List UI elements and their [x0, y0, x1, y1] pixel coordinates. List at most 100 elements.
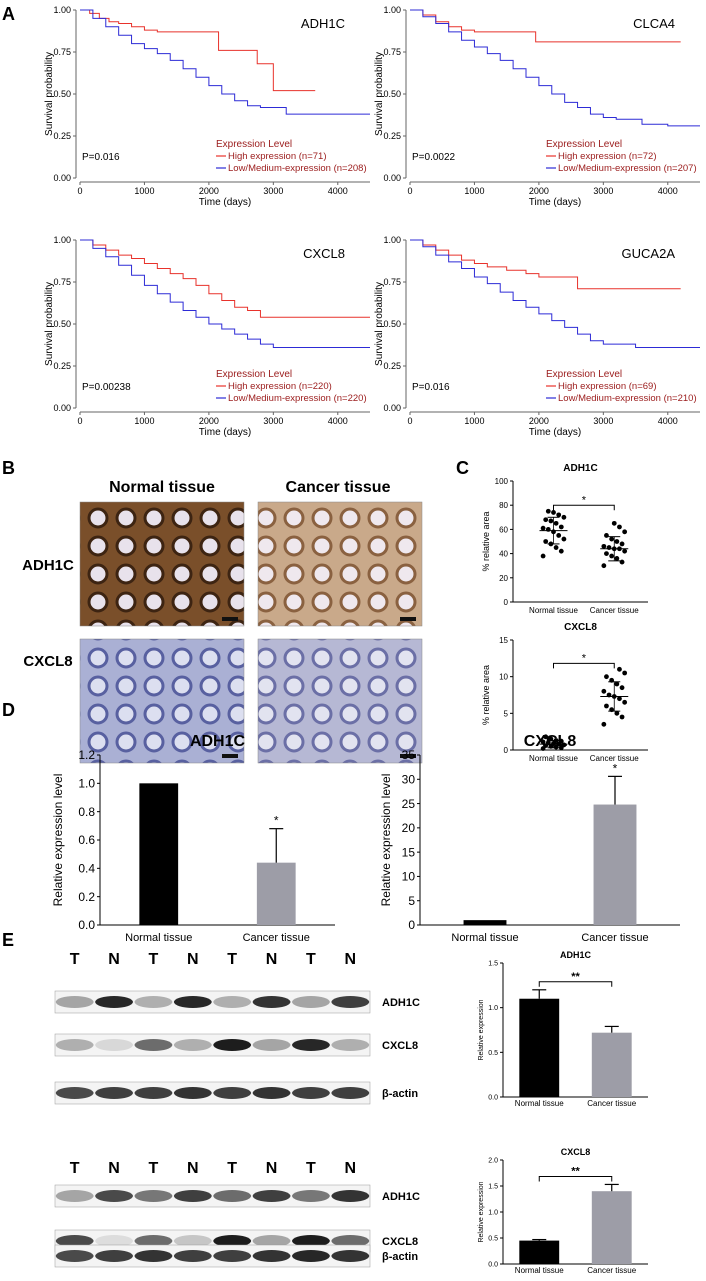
significance-bracket	[538, 981, 613, 987]
lane-label: T	[227, 951, 237, 968]
x-category-label: Cancer tissue	[587, 1266, 636, 1275]
y-tick-label: 1.00	[383, 5, 401, 15]
blot-band	[134, 996, 173, 1008]
y-tick-label: 0.75	[383, 277, 401, 287]
significance-bracket	[553, 662, 615, 669]
blot-strip	[54, 1184, 371, 1208]
band-label: CXCL8	[382, 1236, 418, 1248]
ihc-row-cxcl8: CXCL8	[23, 653, 72, 670]
y-tick-label: 25	[402, 797, 416, 811]
km-plot-guca2a: 0.00 0.25 0.50 0.75 1.00 0 1000 2000 3000 4000 Tim…	[374, 235, 700, 438]
blot-band	[213, 1087, 252, 1099]
data-point	[609, 536, 615, 542]
ihc-image-cancer-adh1c	[257, 501, 423, 627]
y-tick-label: 0.6	[78, 833, 95, 847]
blot-background	[54, 990, 371, 1014]
ihc-panel: Normal tissue Cancer tissue ADH1C CXCL8	[22, 479, 423, 764]
lane-label: T	[306, 951, 316, 968]
km-gene-title: CXCL8	[303, 246, 345, 261]
blot-band	[134, 1039, 173, 1051]
y-axis-label: Survival probability	[374, 282, 385, 366]
ihc-image-cancer-cxcl8	[257, 638, 423, 764]
data-point	[614, 556, 620, 561]
p-value: P=0.00238	[82, 382, 131, 393]
data-point	[604, 703, 609, 709]
x-category-label: Normal tissue	[515, 1266, 564, 1275]
y-tick-label: 0	[504, 598, 509, 607]
y-tick-label: 0.25	[383, 361, 401, 371]
km-curve-low	[410, 239, 700, 349]
y-tick-label: 1.5	[488, 1183, 498, 1190]
bar	[463, 920, 507, 925]
blot-band	[134, 1250, 173, 1262]
panel-letter-e: E	[2, 930, 14, 950]
data-point	[548, 518, 554, 524]
significance-bracket	[553, 504, 615, 511]
y-tick-label: 0.0	[78, 918, 95, 932]
blot-band	[331, 996, 370, 1008]
blot-background	[54, 1081, 371, 1105]
blot-band	[95, 1087, 133, 1099]
x-tick-label: 4000	[658, 186, 678, 196]
data-point	[614, 681, 620, 687]
blot-strip	[54, 990, 371, 1014]
blot-band	[213, 1250, 252, 1262]
blot-band	[292, 996, 330, 1008]
blot-background	[54, 1033, 371, 1057]
data-point	[543, 517, 549, 523]
blot-band	[55, 1235, 94, 1247]
y-tick-label: 0	[408, 918, 415, 932]
x-tick-label: 0	[407, 416, 412, 426]
blot-band	[252, 1190, 291, 1202]
data-point	[609, 553, 615, 559]
km-curve-high	[80, 9, 316, 92]
legend-entry: High expression (n=71)	[228, 151, 326, 162]
y-tick-label: 40	[499, 550, 508, 559]
legend-entry: High expression (n=220)	[228, 381, 332, 392]
y-tick-label: 0.0	[488, 1261, 498, 1268]
y-tick-label: 0.0	[488, 1094, 498, 1101]
chart-title: CXCL8	[524, 733, 577, 750]
blot-background	[54, 1184, 371, 1208]
data-point	[604, 674, 609, 680]
y-tick-label: 20	[402, 821, 416, 835]
x-category-label: Normal tissue	[125, 932, 192, 944]
y-tick-label: 10	[499, 673, 508, 682]
data-point	[553, 545, 559, 550]
y-tick-label: 1.00	[53, 235, 71, 245]
bar	[593, 804, 637, 925]
x-category-label: Cancer tissue	[581, 932, 648, 944]
x-tick-label: 2000	[529, 186, 549, 196]
data-point	[551, 510, 556, 515]
x-tick-label: 3000	[593, 416, 613, 426]
data-point	[540, 739, 546, 745]
y-axis-label: Relative expression	[478, 1181, 485, 1242]
y-tick-label: 0.50	[383, 89, 401, 99]
y-tick-label: 0.50	[383, 319, 401, 329]
lane-label: T	[70, 1160, 80, 1177]
x-category-label: Normal tissue	[529, 606, 578, 615]
blot-band	[331, 1087, 370, 1099]
bar	[139, 783, 179, 925]
p-value: P=0.0022	[412, 152, 456, 163]
blot-band	[213, 1235, 252, 1247]
data-point	[614, 710, 620, 716]
blot-band	[173, 1235, 212, 1247]
band-label: ADH1C	[382, 997, 420, 1009]
lane-label: T	[306, 1160, 316, 1177]
x-tick-label: 0	[77, 186, 82, 196]
blot-band	[252, 1039, 291, 1051]
blot-band	[252, 1235, 291, 1247]
band-label: β-actin	[382, 1088, 418, 1100]
legend-title: Expression Level	[546, 369, 622, 380]
blot-band	[55, 996, 94, 1008]
significance-bracket	[538, 1175, 613, 1182]
y-axis-label: % relative area	[481, 511, 491, 571]
blot-band	[55, 1190, 94, 1202]
lane-label: T	[70, 951, 80, 968]
y-tick-label: 0.50	[53, 89, 71, 99]
blot-background	[54, 1244, 371, 1268]
x-category-label: Cancer tissue	[243, 932, 310, 944]
y-tick-label: 0.50	[53, 319, 71, 329]
